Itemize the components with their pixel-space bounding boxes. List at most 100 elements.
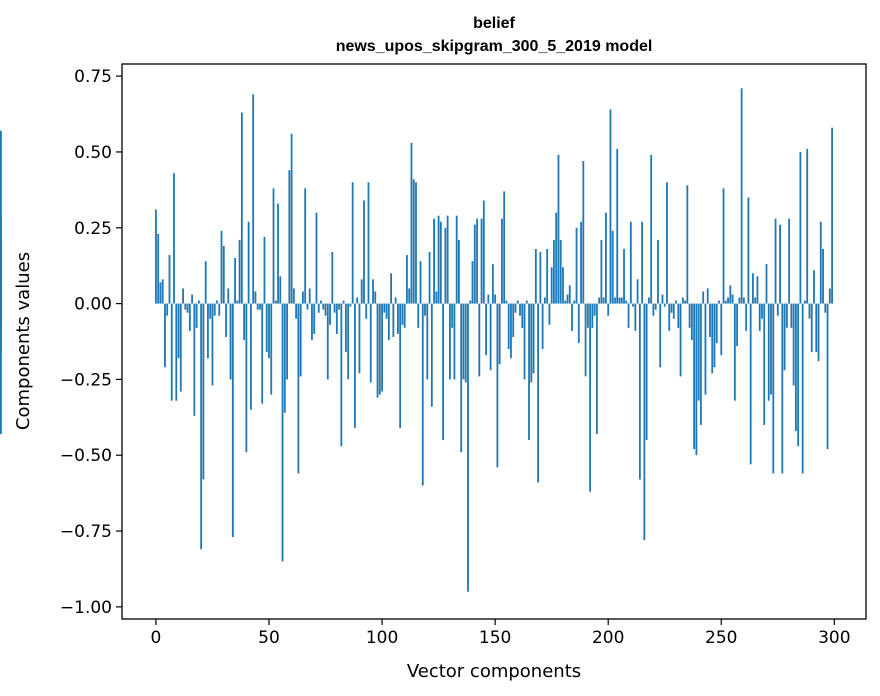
bar-56: [281, 303, 284, 562]
bar-118: [421, 303, 424, 486]
bar-58: [286, 303, 288, 380]
bar-158: [512, 303, 515, 337]
bar-199: [605, 212, 607, 304]
bar-53: [274, 300, 277, 304]
bar-249: [718, 300, 720, 304]
x-axis-label: Vector components: [407, 661, 581, 682]
bar-3: [161, 279, 164, 304]
bar-145: [482, 200, 485, 304]
bar-132: [453, 303, 456, 380]
bar-101: [383, 303, 386, 313]
y-tick-label-6: 0.50: [74, 143, 112, 163]
bar-141: [473, 224, 476, 304]
bar-137: [464, 303, 467, 383]
bar-55: [279, 276, 282, 304]
bar-208: [625, 300, 628, 304]
bar-106: [394, 297, 397, 304]
bar-156: [507, 303, 510, 350]
bar-246: [711, 303, 714, 374]
bar-22: [204, 261, 207, 304]
bar-127: [442, 303, 445, 441]
bar-12: [182, 288, 184, 304]
bar-183: [568, 285, 571, 304]
bar-74: [322, 303, 325, 310]
bar-236: [688, 303, 691, 328]
bar-80: [335, 303, 338, 334]
bar-223: [659, 303, 662, 368]
bar-69: [311, 303, 313, 340]
bar-32: [227, 288, 230, 304]
bar-248: [715, 303, 718, 344]
bar-10: [177, 303, 180, 359]
bar-280: [788, 218, 791, 304]
bar-159: [514, 303, 517, 313]
bar-267: [758, 303, 761, 331]
plot-frame: [121, 63, 867, 620]
bar-39: [243, 303, 246, 340]
bar-278: [783, 303, 786, 371]
bar-191: [586, 303, 589, 328]
bar-290: [810, 303, 813, 353]
bar-29: [220, 230, 223, 304]
bar-33: [229, 303, 232, 380]
bar-78: [331, 252, 334, 304]
bar-177: [555, 212, 558, 304]
bar-87: [351, 182, 354, 304]
bar-198: [602, 297, 605, 304]
bar-82: [340, 303, 343, 447]
bar-253: [727, 297, 729, 304]
bar-166: [530, 303, 533, 383]
bar-27: [216, 300, 218, 304]
bar-92: [363, 200, 365, 304]
bar-6: [168, 255, 171, 304]
bar-239: [695, 303, 698, 456]
bar-241: [700, 303, 702, 425]
bar-259: [740, 88, 743, 304]
bar-266: [756, 276, 759, 304]
bar-202: [611, 230, 614, 304]
bar-134: [458, 239, 460, 304]
bar-100: [381, 303, 383, 392]
bar-299: [831, 127, 833, 304]
bar-72: [317, 303, 320, 313]
bar-31: [225, 303, 227, 337]
bar-189: [582, 161, 585, 304]
bar-193: [591, 303, 594, 328]
bar-120: [426, 303, 429, 380]
bar-144: [480, 218, 483, 304]
bar-179: [559, 239, 562, 304]
bar-243: [704, 303, 707, 395]
bar-150: [494, 294, 497, 304]
bar-154: [503, 191, 506, 304]
plot-area: [0, 63, 867, 620]
bar-270: [765, 264, 768, 304]
bar-71: [315, 212, 318, 304]
bar-251: [722, 188, 725, 304]
bar-143: [478, 303, 481, 377]
bar-108: [399, 303, 402, 428]
bar-42: [250, 303, 252, 410]
bar-20: [200, 303, 203, 550]
bar-26: [213, 303, 216, 316]
bar-176: [553, 239, 555, 304]
bar-25: [211, 303, 214, 386]
y-axis: −1.00 −0.75 −0.50 −0.25 0.00 0.25 0.50 0.75: [60, 67, 122, 618]
bar-180: [562, 267, 564, 304]
bar-46: [259, 303, 261, 310]
bar-89: [356, 297, 359, 304]
bar-245: [709, 303, 711, 337]
bar-65: [302, 291, 304, 304]
bar-265: [754, 297, 757, 304]
bar-182: [566, 294, 569, 304]
bar-0: [155, 209, 157, 304]
bar-115: [415, 182, 417, 304]
bar-91: [360, 279, 363, 304]
bars-group: [0, 88, 833, 592]
bar-221: [654, 303, 657, 310]
bar-288: [806, 148, 809, 304]
bar-86: [349, 303, 352, 307]
bar-126: [439, 221, 442, 304]
bar-217: [645, 303, 648, 441]
bar-128: [444, 227, 447, 304]
bar-36: [236, 300, 239, 304]
